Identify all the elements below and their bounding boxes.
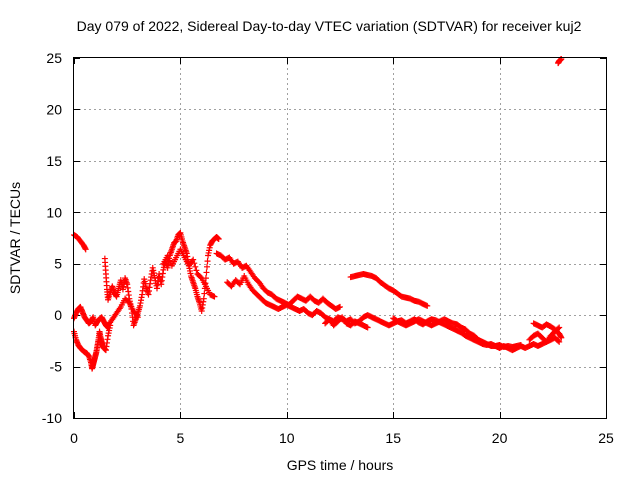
y-axis-label: SDTVAR / TECUs <box>7 182 23 294</box>
axis-ticks <box>74 58 607 419</box>
x-tick-label: 10 <box>279 430 295 446</box>
data-points <box>71 56 565 372</box>
y-tick-label: -10 <box>42 410 62 426</box>
data-point <box>125 298 132 305</box>
data-point <box>517 341 524 348</box>
data-point <box>556 324 563 331</box>
x-tick-label: 15 <box>385 430 401 446</box>
data-point <box>215 236 222 243</box>
grid <box>74 58 606 418</box>
data-point <box>191 260 198 267</box>
data-point <box>424 302 431 309</box>
x-tick-label: 0 <box>70 430 78 446</box>
data-point <box>197 274 204 281</box>
y-tick-label: 10 <box>46 204 62 220</box>
y-tick-label: 25 <box>46 50 62 66</box>
data-point <box>364 324 371 331</box>
data-point <box>203 269 210 276</box>
x-tick-label: 5 <box>177 430 185 446</box>
data-point <box>200 295 207 302</box>
chart-title: Day 079 of 2022, Sidereal Day-to-day VTE… <box>77 18 582 34</box>
y-tick-label: 20 <box>46 101 62 117</box>
data-point <box>82 246 89 253</box>
data-point <box>134 314 141 321</box>
x-axis-label: GPS time / hours <box>287 457 394 473</box>
tick-labels: 0 5 10 15 20 25 -10 -5 0 5 10 15 20 25 <box>42 50 614 446</box>
data-point <box>204 263 210 270</box>
y-tick-label: -5 <box>50 359 63 375</box>
data-point <box>555 325 562 332</box>
y-tick-label: 0 <box>54 307 62 323</box>
data-point <box>190 256 197 263</box>
x-tick-label: 20 <box>492 430 508 446</box>
data-point <box>555 337 562 344</box>
data-point <box>204 258 211 265</box>
data-point <box>201 290 208 297</box>
data-point <box>192 263 199 270</box>
data-point <box>193 267 200 274</box>
data-point <box>556 338 563 345</box>
y-tick-label: 15 <box>46 153 62 169</box>
data-point <box>211 293 218 300</box>
data-point <box>558 334 565 341</box>
x-tick-label: 25 <box>598 430 614 446</box>
data-point <box>337 303 343 310</box>
plot-frame <box>73 57 607 419</box>
y-tick-label: 5 <box>54 256 62 272</box>
